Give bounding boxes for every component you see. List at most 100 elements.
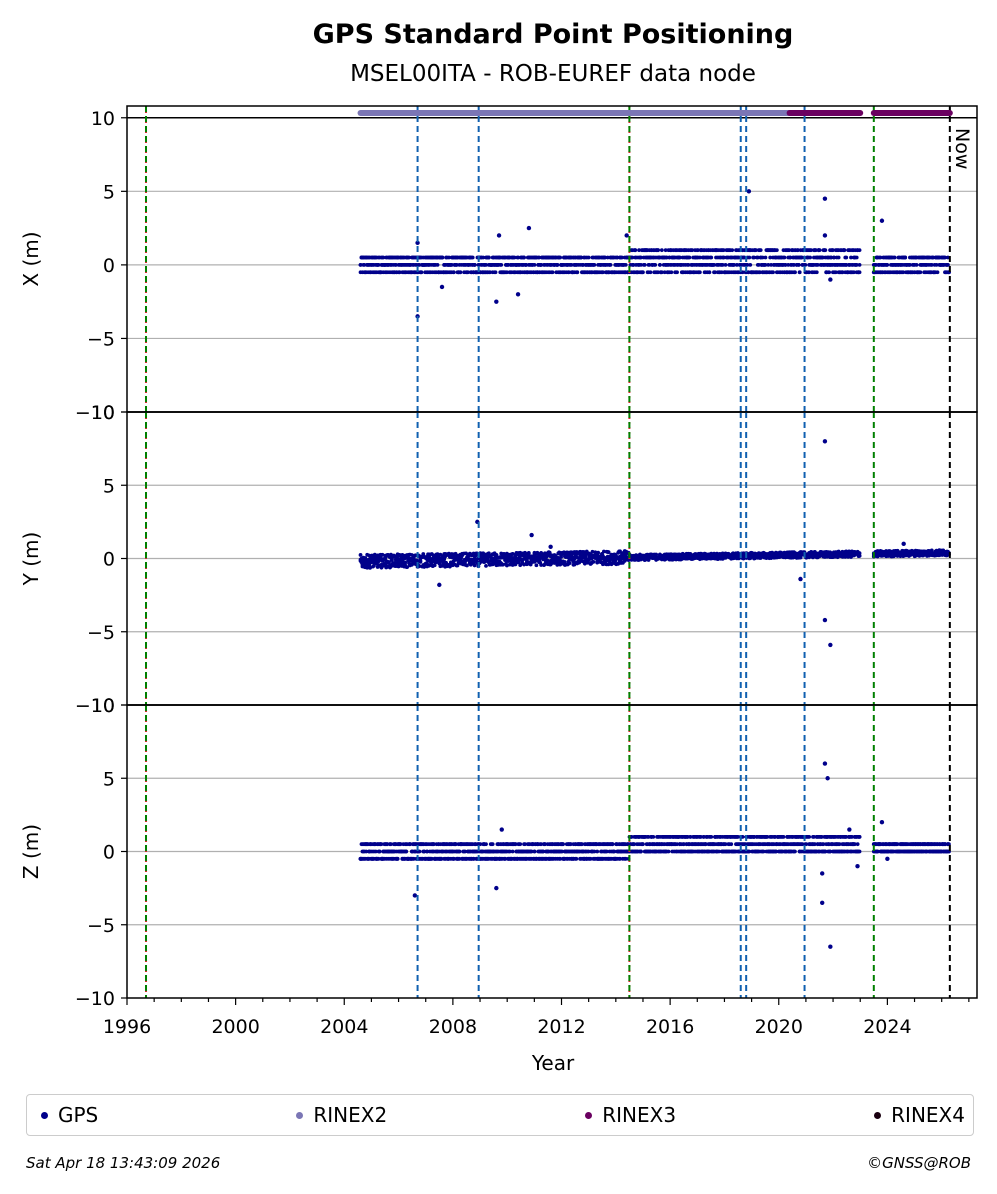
data-point bbox=[757, 270, 762, 275]
data-point bbox=[647, 262, 652, 267]
data-point bbox=[707, 270, 712, 275]
data-point bbox=[687, 255, 692, 260]
scatter-points bbox=[358, 761, 951, 949]
data-point bbox=[381, 255, 386, 260]
data-point bbox=[639, 262, 643, 267]
data-point bbox=[608, 262, 613, 267]
data-point bbox=[419, 270, 424, 275]
data-point bbox=[581, 262, 585, 267]
data-point bbox=[579, 255, 583, 260]
data-point bbox=[659, 248, 664, 253]
data-point bbox=[885, 262, 890, 267]
data-point bbox=[857, 551, 862, 556]
data-point bbox=[763, 255, 768, 260]
data-point bbox=[499, 262, 504, 267]
y-tick-label: −10 bbox=[75, 695, 115, 717]
data-point bbox=[502, 552, 506, 556]
data-point bbox=[606, 550, 611, 555]
data-point bbox=[836, 255, 841, 260]
data-point bbox=[378, 555, 383, 560]
data-point bbox=[788, 255, 793, 260]
data-point bbox=[590, 549, 595, 554]
data-point bbox=[403, 560, 408, 565]
data-point bbox=[783, 262, 788, 267]
outlier-point bbox=[624, 233, 629, 238]
data-point bbox=[569, 262, 574, 267]
data-point bbox=[754, 248, 758, 253]
data-point bbox=[908, 262, 912, 267]
data-point bbox=[815, 262, 820, 267]
data-point bbox=[372, 552, 377, 557]
data-point bbox=[575, 270, 580, 275]
data-point bbox=[667, 255, 672, 260]
y-tick-label: 10 bbox=[91, 695, 115, 717]
data-point bbox=[505, 270, 509, 275]
y-tick-label: −5 bbox=[87, 622, 115, 644]
data-point bbox=[792, 262, 796, 267]
data-point bbox=[447, 255, 451, 260]
data-point bbox=[831, 255, 836, 260]
data-point bbox=[854, 262, 859, 267]
data-point bbox=[376, 262, 381, 267]
outlier-point bbox=[822, 196, 828, 201]
data-point bbox=[799, 255, 804, 260]
data-point bbox=[719, 270, 724, 275]
data-point bbox=[510, 552, 515, 556]
data-point bbox=[454, 262, 459, 267]
y-tick-label: −5 bbox=[87, 915, 115, 937]
data-point bbox=[730, 248, 735, 253]
data-point bbox=[481, 255, 486, 260]
data-point bbox=[484, 563, 488, 568]
data-point bbox=[418, 560, 423, 564]
data-point bbox=[435, 262, 440, 267]
data-point bbox=[697, 270, 702, 275]
data-point bbox=[735, 262, 739, 267]
data-point bbox=[510, 849, 515, 854]
data-point bbox=[484, 262, 488, 267]
data-point bbox=[878, 255, 883, 260]
outlier-point bbox=[828, 277, 833, 282]
y-tick-label: 0 bbox=[103, 842, 115, 864]
data-point bbox=[555, 262, 560, 267]
data-point bbox=[934, 262, 939, 267]
data-point bbox=[558, 255, 563, 260]
data-point bbox=[721, 255, 726, 260]
data-point bbox=[771, 270, 775, 275]
scatter-points bbox=[358, 439, 951, 648]
data-point bbox=[633, 248, 638, 253]
data-point bbox=[535, 551, 540, 556]
outlier-point bbox=[822, 233, 828, 238]
data-point bbox=[782, 255, 787, 260]
data-point bbox=[755, 255, 760, 260]
y-tick-label: −10 bbox=[75, 988, 115, 1010]
chart-title: GPS Standard Point Positioning bbox=[313, 19, 794, 50]
y-tick-label: −10 bbox=[75, 402, 115, 424]
data-point bbox=[813, 248, 818, 253]
data-point bbox=[567, 557, 572, 562]
data-point bbox=[787, 248, 792, 253]
data-point bbox=[377, 849, 382, 854]
data-point bbox=[505, 262, 510, 267]
data-point bbox=[827, 270, 832, 275]
data-point bbox=[639, 255, 643, 260]
data-point bbox=[640, 270, 645, 275]
data-point bbox=[696, 248, 700, 253]
data-point bbox=[732, 262, 736, 267]
data-point bbox=[713, 270, 717, 275]
data-point bbox=[851, 270, 856, 275]
data-point bbox=[610, 842, 615, 847]
data-point bbox=[602, 255, 607, 260]
data-point bbox=[659, 270, 664, 275]
data-point bbox=[592, 262, 597, 267]
data-point bbox=[642, 262, 647, 267]
data-point bbox=[820, 255, 825, 260]
data-point bbox=[786, 262, 791, 267]
data-point bbox=[532, 262, 537, 267]
data-point bbox=[472, 262, 477, 267]
data-point bbox=[362, 262, 367, 267]
y-axis-label: Y (m) bbox=[19, 532, 43, 587]
data-point bbox=[440, 255, 445, 260]
y-tick-label: 10 bbox=[91, 108, 115, 130]
data-point bbox=[574, 856, 579, 861]
